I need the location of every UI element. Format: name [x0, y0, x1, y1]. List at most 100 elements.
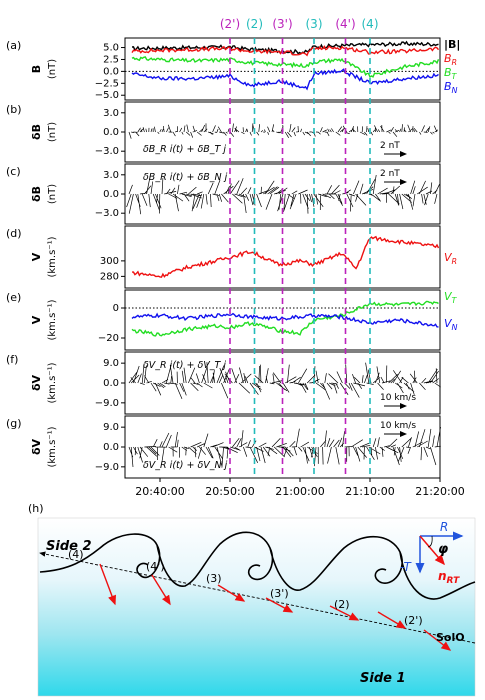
x-tick-label: 21:00:00 — [275, 485, 324, 498]
wave-label: (2) — [334, 598, 350, 611]
nrt-arrow — [419, 535, 445, 566]
legend-entry: |B| — [444, 38, 460, 51]
legend-main: V — [444, 251, 453, 264]
vector-sticks — [128, 426, 441, 468]
y-axis-unit: (nT) — [47, 184, 58, 204]
legend-sub: T — [452, 72, 458, 81]
y-tick-label: −3.0 — [95, 208, 119, 219]
panel-c: (c) δB (nT) 3.0 0.0 −3.0 δB_R i(t) + δB_N j 2 n… — [6, 163, 441, 225]
panel-f: (f) δV (km.s⁻¹) 9.0 0.0 −9.0 δV_R i(t) + δV_T … — [6, 351, 441, 415]
y-tick-label: −5.0 — [95, 90, 119, 101]
vector-annotation: δB_R i(t) + δB_T j — [143, 144, 226, 155]
normal-arrow — [377, 611, 407, 629]
y-tick-label: −20 — [98, 333, 119, 344]
vector-sticks — [128, 362, 441, 400]
legend-entry: VT — [444, 290, 458, 305]
vector-sticks — [126, 174, 440, 215]
y-tick-label: 280 — [100, 271, 119, 282]
phi-arc — [427, 535, 433, 548]
y-tick-label: 9.0 — [103, 358, 119, 369]
vector-sticks — [128, 123, 439, 139]
panel-b: (b) δB (nT) 3.0 0.0 −3.0 δB_R i(t) + δB_T j 2 n… — [6, 101, 441, 163]
nrt-sub: RT — [447, 576, 461, 586]
y-axis-unit: (km.s⁻¹) — [47, 236, 58, 277]
scale-label: 2 nT — [380, 169, 400, 179]
normal-arrow — [217, 584, 246, 602]
y-tick-label: 5.0 — [103, 43, 119, 54]
wave-label: (4) — [68, 548, 84, 561]
series-line — [131, 68, 439, 91]
time-series-panels: (a)B (nT)5.02.50.0−2.5−5.0|B|BRBTBN(b)δB(… — [6, 37, 460, 479]
scale-label: 10 km/s — [380, 421, 416, 431]
y-axis-label: V — [30, 315, 43, 324]
x-tick-label: 20:40:00 — [135, 485, 184, 498]
vector-annotation: δV_R i(t) + δV_T j — [143, 360, 226, 371]
R-label: R — [440, 520, 448, 534]
legend-sub: R — [452, 58, 458, 67]
y-tick-label: 3.0 — [103, 170, 119, 181]
y-tick-label: 0.0 — [103, 66, 119, 77]
normal-arrow — [423, 629, 452, 651]
y-axis-label: δB — [30, 124, 43, 140]
y-axis-label: δV — [30, 374, 43, 391]
legend-sub: N — [452, 86, 458, 95]
y-tick-label: 0.0 — [103, 127, 119, 138]
y-tick-label: −9.0 — [95, 398, 119, 409]
legend-sub: R — [452, 257, 458, 266]
y-tick-label: −9.0 — [95, 462, 119, 473]
schematic-panel-h: (h) (4) (4') (3) (3') (2) (2') SolO Side… — [28, 502, 476, 697]
normal-arrow — [265, 597, 294, 613]
legend-main: B — [444, 52, 452, 65]
nrt-label: nRT — [438, 569, 460, 586]
y-tick-label: 0 — [113, 303, 119, 314]
event-label: (4) — [362, 17, 379, 31]
legend-sub: T — [452, 296, 458, 305]
x-axis: 20:40:00 20:50:00 21:00:00 21:10:00 21:20:00 — [135, 478, 465, 498]
y-tick-label: 3.0 — [103, 108, 119, 119]
series-line — [131, 45, 440, 57]
nrt-main: n — [438, 569, 447, 583]
panel-frame — [124, 225, 441, 289]
scale-label: 10 km/s — [380, 393, 416, 403]
normal-arrow — [329, 605, 360, 621]
spacecraft-trajectory — [39, 551, 476, 644]
legend-entry: VN — [444, 317, 458, 332]
x-tick-label: 20:50:00 — [205, 485, 254, 498]
event-marker-labels: (2') (2) (3') (3) (4') (4) — [220, 17, 379, 31]
y-tick-label: 2.5 — [103, 54, 119, 65]
panel-letter: (a) — [6, 39, 21, 52]
panel-letter-h: (h) — [28, 502, 44, 515]
series-line — [131, 312, 439, 328]
event-label: (3') — [272, 17, 292, 31]
panel-letter: (c) — [6, 165, 21, 178]
series-line — [132, 235, 440, 278]
panel-letter: (e) — [6, 291, 21, 304]
event-label: (3) — [306, 17, 323, 31]
side1-label: Side 1 — [360, 671, 406, 686]
panel-letter: (f) — [6, 353, 18, 366]
series-line — [131, 56, 440, 79]
x-tick-label: 21:20:00 — [415, 485, 464, 498]
y-axis-unit: (nT) — [47, 122, 58, 142]
vector-annotation: δV_R i(t) + δV_N j — [143, 460, 228, 471]
y-axis-label: B — [30, 65, 43, 73]
legend-entry: BR — [444, 52, 457, 67]
x-tick-label: 21:10:00 — [345, 485, 394, 498]
vector-annotation: δB_R i(t) + δB_N j — [143, 172, 228, 183]
y-axis-unit: (km.s⁻¹) — [47, 362, 58, 403]
legend-main: B — [444, 80, 452, 93]
event-label: (2) — [246, 17, 263, 31]
side2-label: Side 2 — [46, 539, 92, 554]
legend-main: V — [444, 290, 453, 303]
panel-letter: (g) — [6, 417, 22, 430]
y-tick-label: 9.0 — [103, 422, 119, 433]
event-lines — [229, 38, 371, 478]
wave-label: (3') — [270, 587, 289, 600]
y-axis-label: δB — [30, 186, 43, 202]
y-tick-label: 0.0 — [103, 378, 119, 389]
scale-label: 2 nT — [380, 141, 400, 151]
legend-entry: VR — [444, 251, 457, 266]
y-tick-label: −3.0 — [95, 146, 119, 157]
